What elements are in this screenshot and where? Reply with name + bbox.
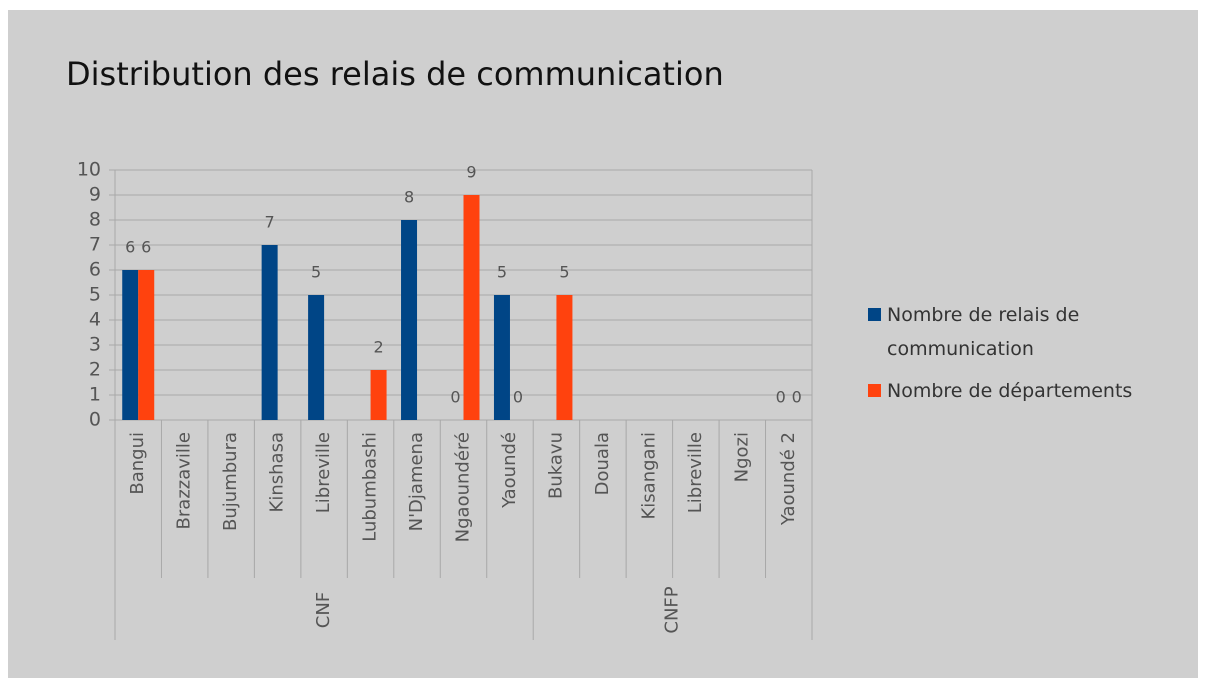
data-label: 8	[404, 188, 414, 207]
data-label: 5	[311, 263, 321, 282]
data-label: 5	[497, 263, 507, 282]
bar	[138, 270, 155, 420]
x-tick-label: Yaoundé	[499, 432, 520, 509]
y-tick-label: 5	[89, 284, 101, 306]
y-tick-label: 2	[89, 359, 101, 381]
data-label: 2	[373, 338, 383, 357]
x-tick-label: Ngaoundéré	[453, 432, 474, 542]
chart-background	[8, 10, 1198, 678]
x-tick-label: N'Djamena	[406, 432, 427, 531]
y-tick-label: 1	[89, 384, 101, 406]
data-label: 7	[265, 213, 275, 232]
data-label: 0	[792, 388, 802, 407]
y-tick-label: 0	[89, 409, 101, 431]
legend-swatch	[868, 308, 881, 321]
y-tick-label: 4	[89, 309, 101, 331]
data-label: 9	[466, 163, 476, 182]
y-tick-label: 10	[77, 159, 101, 181]
legend-label: Nombre de relais de communication	[887, 304, 1080, 360]
bar	[401, 220, 418, 420]
x-tick-label: Bujumbura	[220, 432, 241, 531]
group-label: CNF	[313, 592, 334, 628]
chart-title: Distribution des relais de communication	[66, 55, 724, 93]
data-label: 6	[141, 238, 151, 257]
group-label: CNFP	[662, 586, 683, 633]
x-tick-label: Kisangani	[638, 432, 659, 520]
x-tick-label: Brazzaville	[174, 432, 195, 529]
data-label: 0	[450, 388, 460, 407]
data-label: 0	[513, 388, 523, 407]
x-tick-label: Bangui	[127, 432, 148, 495]
data-label: 0	[776, 388, 786, 407]
legend-label: Nombre de départements	[887, 380, 1133, 402]
x-tick-label: Libreville	[313, 432, 334, 513]
bar	[122, 270, 139, 420]
x-tick-label: Yaoundé 2	[778, 432, 799, 526]
x-tick-label: Bukavu	[545, 432, 566, 499]
legend-item: Nombre de relais de communication	[868, 298, 1198, 366]
bar	[463, 195, 480, 420]
x-tick-label: Lubumbashi	[360, 432, 381, 542]
bar	[493, 295, 510, 420]
y-tick-label: 9	[89, 184, 101, 206]
y-tick-label: 3	[89, 334, 101, 356]
bar	[261, 245, 278, 420]
data-label: 5	[559, 263, 569, 282]
y-tick-label: 6	[89, 259, 101, 281]
bar	[370, 370, 387, 420]
legend-swatch	[868, 384, 881, 397]
data-label: 6	[125, 238, 135, 257]
x-tick-label: Ngozi	[731, 432, 752, 482]
y-tick-label: 8	[89, 209, 101, 231]
x-tick-label: Kinshasa	[267, 432, 288, 512]
x-tick-label: Libreville	[685, 432, 706, 513]
y-tick-label: 7	[89, 234, 101, 256]
legend-item: Nombre de départements	[868, 374, 1198, 408]
bar	[308, 295, 325, 420]
x-tick-label: Douala	[592, 432, 613, 495]
legend: Nombre de relais de communication Nombre …	[868, 298, 1198, 416]
bar	[556, 295, 573, 420]
